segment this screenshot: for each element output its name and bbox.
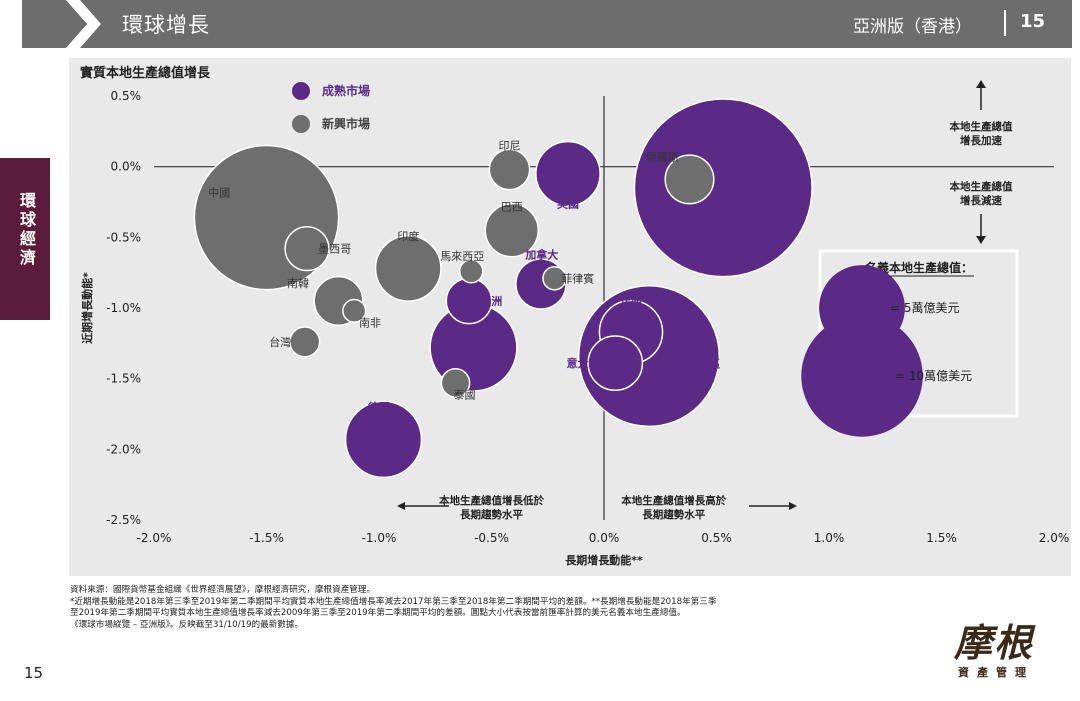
y-tick-label: -2.5% [106,513,141,527]
x-tick-label: -1.0% [362,531,397,545]
annotation-above-trend: 長期趨勢水平 [642,508,705,521]
brand-logo: 摩根 資產管理 [950,612,1050,684]
x-tick-label: 1.0% [814,531,845,545]
annotation-accelerate: 增長加速 [960,134,1002,147]
legend-label-emerging: 新興市場 [322,116,370,131]
x-axis-title: 長期增長動能** [565,553,643,567]
x-tick-label: 0.5% [701,531,732,545]
annotation-accelerate: 本地生產總值 [950,120,1013,133]
section-tab-label: 環球經濟 [17,192,36,268]
bubble-emerging [542,266,567,291]
point-label: 印尼 [499,140,521,153]
bubble-mature [535,140,601,207]
size-legend-label: = 5萬億美元 [890,301,960,315]
legend-marker-emerging [292,115,310,133]
point-label: 菲律賓 [561,271,594,285]
bubble-emerging [458,258,484,284]
size-legend-title: 名義本地生產總值： [865,260,973,275]
bubble-mature [587,335,644,392]
x-tick-label: -2.0% [137,531,172,545]
y-tick-label: -0.5% [106,230,141,244]
legend-marker-mature [292,82,310,100]
header-bar: 環球增長 亞洲版（香港） 15 [0,0,1080,48]
bubble-emerging [488,148,531,191]
point-label: 中國 [208,186,230,199]
point-label: 法國 [620,293,642,307]
bubble-mature [344,400,423,479]
point-label: 澳洲 [480,294,502,308]
x-tick-label: 0.0% [589,531,620,545]
x-tick-label: 2.0% [1039,531,1070,545]
point-label: 泰國 [454,387,476,401]
page-title: 環球增長 [122,13,210,37]
chevron-icon [0,0,101,48]
point-label: 巴西 [501,200,523,213]
annotation-below-trend: 本地生產總值增長低於 [439,494,544,507]
bubble-emerging [284,225,330,272]
arrow-down-icon [976,236,986,244]
point-label: 日本 [492,341,514,355]
y-tick-label: 0.0% [111,160,142,174]
y-tick-label: 0.5% [111,89,142,103]
chart-title: 實質本地生產總值增長 [80,65,211,81]
header-divider [1004,10,1006,36]
footnote-line: 《環球市場縱覽 – 亞洲版》。反映截至31/10/19的最新數據。 [70,619,304,630]
point-label: 墨西哥 [318,243,351,256]
logo-text: 摩根 [954,620,1035,665]
point-label: 印度 [397,229,419,243]
footnote-line: 至2019年第二季期間平均實質本地生產總值增長率減去2009年第三季至2019年… [70,608,686,618]
x-tick-label: -1.5% [249,531,284,545]
bubble-emerging [289,326,321,358]
x-tick-label: 1.5% [926,531,957,545]
logo-subtext: 資產管理 [958,666,1034,679]
bubble-emerging [484,203,539,258]
arrow-left-icon [397,502,405,510]
header-background [22,0,1072,48]
section-tab[interactable]: 環球經濟 [0,158,50,320]
legend-label-mature: 成熟市場 [322,83,370,98]
point-label: 意大利 [567,356,600,370]
point-label: 南韓 [287,277,309,290]
page-number: 15 [24,664,44,682]
annotation-decelerate: 增長減速 [960,194,1002,207]
x-tick-label: -0.5% [474,531,509,545]
size-legend-circle [801,315,923,437]
y-tick-label: -1.5% [106,372,141,386]
bubble-emerging [374,234,442,302]
annotation-above-trend: 本地生產總值增長高於 [621,494,726,507]
bubble-emerging [342,298,367,323]
point-label: 加拿大 [524,248,558,262]
point-label: 英國 [556,197,579,211]
y-axis-title: 近期增長動能* [80,272,94,344]
footnotes: 資料來源：國際貨幣基金組織《世界經濟展望》，摩根經濟研究，摩根資產管理。 *近期… [70,585,950,631]
bubble-emerging [440,368,471,398]
annotation-decelerate: 本地生產總值 [950,180,1013,193]
point-label: 南非 [359,316,381,329]
footnote-source: 資料來源：國際貨幣基金組織《世界經濟展望》，摩根經濟研究，摩根資產管理。 [70,585,376,595]
point-label: 俄羅斯 [646,151,679,164]
annotation-below-trend: 長期趨勢水平 [460,508,523,521]
bubble-mature [633,98,813,278]
bubble-emerging [664,154,715,205]
header-page-number: 15 [1020,11,1046,32]
point-label: 台灣 [269,335,291,349]
arrow-right-icon [789,502,797,510]
y-tick-label: -1.0% [106,301,141,315]
chart-panel: 0.5% 0.0% -0.5% -1.0% -1.5% -2.0% -2.5% -2.0% -1… [69,58,1071,576]
footnote-line: *近期增長動能是2018年第三季至2019年第二季期間平均實質本地生產總值增長率… [70,596,717,607]
region-label: 亞洲版（香港） [853,17,972,37]
size-legend-label: = 10萬億美元 [895,369,972,383]
arrow-up-icon [976,80,986,88]
point-label: 德國 [367,400,390,414]
point-label: 歐元區 [687,356,720,370]
scatter-chart: 0.5% 0.0% -0.5% -1.0% -1.5% -2.0% -2.5% -2.0% -1… [80,65,1070,567]
y-tick-label: -2.0% [106,442,141,456]
point-label: 美國 [757,139,779,153]
point-label: 馬來西亞 [440,250,484,263]
